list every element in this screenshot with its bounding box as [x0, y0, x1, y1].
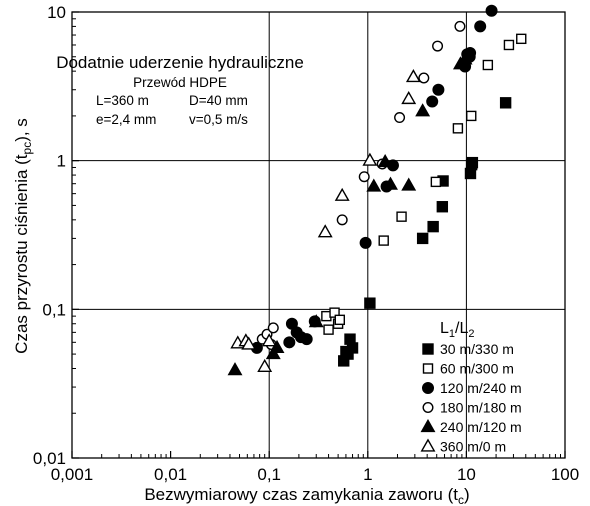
legend-entry: 30 m/330 m	[422, 341, 514, 357]
data-point	[336, 214, 348, 226]
x-tick-label: 0,001	[51, 465, 94, 484]
plot-frame	[71, 11, 566, 459]
series-2	[321, 33, 527, 335]
annotation-length: L=360 m	[96, 93, 149, 108]
legend-marker	[422, 363, 434, 374]
data-point	[227, 362, 243, 376]
data-point	[378, 235, 389, 246]
data-point	[415, 103, 431, 117]
legend-entry: 360 m/0 m	[420, 438, 506, 455]
data-point	[503, 39, 515, 51]
data-point	[516, 33, 527, 45]
legend-label: 30 m/330 m	[440, 341, 514, 357]
legend-label: 360 m/0 m	[440, 439, 506, 455]
data-point	[267, 322, 279, 334]
legend-entry: 60 m/300 m	[422, 361, 514, 377]
data-point	[401, 90, 417, 105]
data-point	[283, 336, 296, 349]
data-point	[430, 176, 442, 188]
x-tick-label: 0,1	[257, 465, 281, 484]
annotation-pipe: Przewód HDPE	[133, 75, 227, 90]
data-point	[394, 112, 406, 124]
legend-marker	[420, 418, 436, 433]
y-tick-label: 1	[57, 152, 66, 171]
data-point	[401, 177, 417, 191]
legend-entry: 240 m/120 m	[420, 418, 522, 435]
data-point	[454, 20, 466, 32]
data-point	[474, 20, 487, 33]
legend-title: L1/L2	[440, 320, 475, 340]
data-point	[241, 336, 257, 350]
data-point	[499, 97, 512, 109]
x-tick-label: 0,01	[154, 465, 187, 484]
data-point	[358, 171, 370, 183]
legend-label: 60 m/300 m	[440, 361, 514, 377]
legend-marker	[422, 402, 434, 414]
data-point	[466, 156, 479, 169]
x-tick-label: 10	[457, 465, 476, 484]
data-point	[427, 220, 439, 233]
data-point	[340, 345, 352, 358]
data-point	[457, 51, 473, 65]
data-point	[426, 95, 439, 108]
legend-marker	[422, 343, 434, 355]
data-point	[334, 314, 345, 326]
data-point	[362, 152, 378, 166]
data-point	[364, 297, 376, 309]
legend-marker	[420, 438, 436, 452]
x-axis-title: Bezwymiarowy czas zamykania zaworu (tc)	[144, 485, 469, 506]
series-5	[227, 51, 473, 376]
data-point	[269, 339, 285, 354]
data-point	[482, 59, 494, 71]
legend-label: 240 m/120 m	[440, 419, 522, 435]
data-point	[329, 307, 340, 318]
y-axis-title: Czas przyrostu ciśnienia (tpc), s	[12, 118, 34, 354]
data-point	[323, 324, 334, 335]
data-point	[432, 83, 445, 96]
data-point	[418, 72, 430, 84]
data-point	[377, 153, 393, 168]
data-point	[257, 358, 273, 372]
data-point	[466, 110, 477, 122]
annotation-box: Dodatnie uderzenie hydrauliczne Przewód …	[56, 53, 304, 127]
series-6	[230, 69, 421, 372]
legend-entries: 30 m/330 m 60 m/300 m 120 m/240 m 180 m/180…	[420, 341, 522, 455]
data-point	[452, 123, 464, 134]
legend-entry: 120 m/240 m	[422, 380, 522, 396]
y-tick-label: 10	[47, 3, 66, 22]
data-point	[359, 236, 372, 249]
data-point	[383, 176, 398, 190]
legend-label: 120 m/240 m	[440, 380, 522, 396]
series-1	[338, 97, 512, 367]
y-tick-label: 0,01	[33, 449, 66, 468]
annotation-wall: e=2,4 mm	[96, 112, 156, 127]
legend: L1/L2 30 m/330 m 60 m/300 m 120 m/240 m 180…	[420, 320, 522, 455]
y-tick-label: 0,1	[42, 300, 66, 319]
legend-label: 180 m/180 m	[440, 400, 522, 416]
data-point	[334, 187, 350, 201]
data-point	[485, 4, 498, 17]
data-point	[308, 314, 324, 328]
data-point	[436, 201, 449, 213]
annotation-diameter: D=40 mm	[189, 93, 248, 108]
data-point	[317, 224, 333, 238]
data-point	[416, 232, 429, 245]
annotation-title: Dodatnie uderzenie hydrauliczne	[56, 53, 304, 72]
data-point	[432, 40, 444, 52]
data-point	[396, 211, 407, 222]
data-point	[300, 333, 313, 346]
x-tick-label: 1	[363, 465, 372, 484]
data-points	[227, 4, 527, 376]
legend-entry: 180 m/180 m	[422, 400, 522, 416]
data-point	[405, 69, 421, 83]
annotation-velocity: v=0,5 m/s	[189, 112, 248, 127]
data-point	[261, 333, 277, 347]
x-tick-label: 100	[551, 465, 579, 484]
data-point	[366, 178, 382, 192]
legend-marker	[422, 382, 435, 395]
grid-lines	[72, 12, 565, 458]
